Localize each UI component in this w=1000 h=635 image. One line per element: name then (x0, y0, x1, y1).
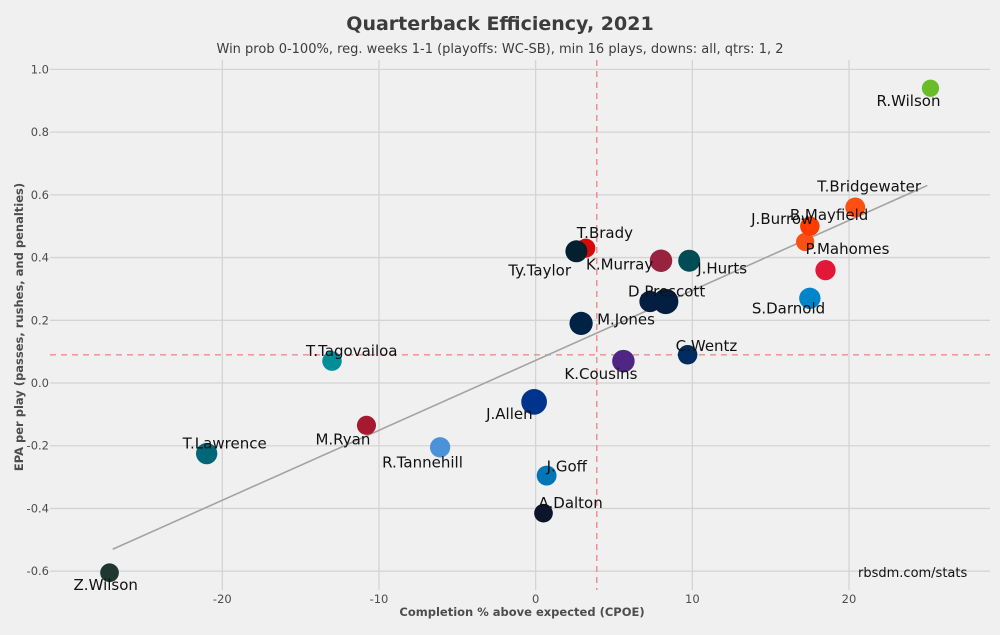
tick-labels: -20 -10 0 10 20 -0.6 -0.4 -0.2 0.0 0.2 0.4 0.6 0.8 1.… (27, 62, 857, 606)
label-ty-taylor: Ty.Taylor (507, 261, 571, 279)
y-axis-label: EPA per play (passes, rushes, and penalt… (12, 183, 26, 471)
x-tick-label: -20 (213, 592, 232, 606)
point-labels: R.Wilson J.Burrow A.Dalton Z.Wilson T.Brady M… (74, 92, 941, 594)
label-m-jones: M.Jones (597, 310, 655, 328)
y-tick-label: 1.0 (31, 62, 49, 76)
grid-lines (50, 60, 990, 590)
point-r-wilson (921, 79, 940, 97)
label-r-tannehill: R.Tannehill (382, 453, 463, 471)
y-tick-label: 0.6 (31, 188, 49, 202)
y-tick-label: 0.8 (31, 125, 49, 139)
point-ty-taylor (565, 240, 588, 263)
point-k-murray (649, 249, 673, 272)
label-j-hurts: J.Hurts (696, 260, 747, 278)
chart-subtitle: Win prob 0-100%, reg. weeks 1-1 (playoff… (217, 42, 784, 57)
y-tick-label: -0.2 (27, 439, 49, 453)
label-b-mayfield: B.Mayfield (790, 206, 868, 224)
point-z-wilson (100, 563, 119, 583)
point-j-hurts (678, 249, 701, 272)
y-tick-label: -0.6 (27, 564, 49, 578)
y-tick-label: 0.0 (31, 376, 49, 390)
point-m-jones (569, 311, 593, 336)
point-a-dalton (534, 503, 553, 523)
label-r-wilson: R.Wilson (876, 92, 940, 110)
point-s-darnold (799, 287, 821, 310)
point-t-lawrence (195, 442, 218, 465)
label-k-murray: K.Murray (586, 256, 653, 274)
trend-line (112, 184, 928, 550)
point-r-tannehill (429, 437, 451, 458)
label-p-mahomes: P.Mahomes (806, 240, 890, 258)
label-c-wentz: C.Wentz (676, 337, 738, 355)
point-b-mayfield (800, 216, 820, 236)
point-j-goff (536, 465, 557, 486)
y-tick-label: 0.4 (31, 251, 49, 265)
x-tick-label: 20 (842, 592, 857, 606)
x-axis-label: Completion % above expected (CPOE) (399, 605, 644, 619)
reference-lines (50, 60, 990, 590)
chart-title: Quarterback Efficiency, 2021 (346, 13, 653, 35)
point-k-cousins (612, 349, 635, 373)
point-c-wentz (677, 345, 698, 365)
label-j-allen: J.Allen (485, 405, 533, 423)
point-d-prescott (653, 288, 679, 315)
label-j-goff: J.Goff (546, 458, 588, 476)
data-points (100, 79, 940, 583)
y-tick-label: 0.2 (31, 313, 49, 327)
point-t-tagovailoa (322, 351, 342, 371)
label-k-cousins: K.Cousins (564, 365, 637, 383)
label-j-burrow: J.Burrow (750, 210, 813, 228)
x-tick-label: 0 (532, 592, 539, 606)
point-j-burrow (796, 232, 815, 252)
source-caption: rbsdm.com/stats (858, 566, 967, 581)
point-m-ryan (356, 415, 377, 435)
label-t-brady: T.Brady (576, 224, 633, 242)
point-t-bridgewater (845, 197, 866, 218)
label-a-dalton: A.Dalton (539, 494, 603, 512)
label-z-wilson: Z.Wilson (74, 576, 138, 594)
point-j-allen (521, 388, 547, 415)
point-p-mahomes (815, 259, 836, 281)
label-t-lawrence: T.Lawrence (182, 435, 267, 453)
label-t-tagovailoa: T.Tagovailoa (305, 342, 398, 360)
label-d-prescott: D.Prescott (628, 282, 705, 300)
label-m-ryan: M.Ryan (315, 430, 370, 448)
y-tick-label: -0.4 (27, 501, 49, 515)
x-tick-label: 10 (685, 592, 700, 606)
label-t-bridgewater: T.Bridgewater (816, 177, 922, 195)
label-s-darnold: S.Darnold (752, 299, 825, 317)
x-tick-label: -10 (370, 592, 389, 606)
